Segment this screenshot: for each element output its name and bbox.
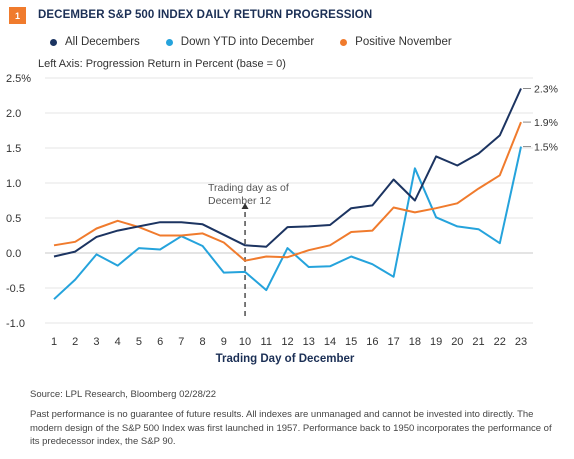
y-tick-label: 0.5 — [6, 213, 21, 225]
x-tick-label: 22 — [494, 336, 506, 348]
legend-label-down-ytd: Down YTD into December — [180, 36, 315, 48]
legend-marker-positive-november — [340, 38, 348, 46]
legend-item-positive-november: Positive November — [340, 36, 452, 48]
x-tick-label: 7 — [178, 336, 184, 348]
x-tick-label: 17 — [388, 336, 400, 348]
y-tick-label: -0.5 — [6, 283, 25, 295]
legend-item-all-decembers: All Decembers — [50, 36, 140, 48]
annotation-arrowhead — [241, 203, 249, 209]
x-tick-label: 11 — [261, 336, 272, 348]
x-tick-label: 10 — [239, 336, 251, 348]
x-tick-label: 15 — [345, 336, 357, 348]
chart-legend: All Decembers Down YTD into December Pos… — [50, 36, 478, 48]
x-tick-label: 2 — [72, 336, 78, 348]
legend-marker-down-ytd — [165, 38, 173, 46]
y-tick-label: -1.0 — [6, 318, 25, 330]
disclaimer-text: Past performance is no guarantee of futu… — [30, 409, 552, 447]
series-line-all-decembers — [53, 88, 522, 258]
x-tick-label: 20 — [451, 336, 463, 348]
x-tick-label: 12 — [281, 336, 293, 348]
x-tick-label: 19 — [430, 336, 442, 348]
x-tick-label: 6 — [157, 336, 163, 348]
x-tick-label: 14 — [324, 336, 336, 348]
series-line-down-ytd — [53, 146, 522, 300]
figure-number-badge: 1 — [9, 7, 26, 24]
line-chart: 2.5%2.01.51.00.50.0-0.5-1.01 2 3 4 5 6 7 8 9 10 11… — [6, 73, 558, 365]
x-tick-label: 13 — [303, 336, 315, 348]
y-axis-label: Left Axis: Progression Return in Percent… — [38, 58, 286, 70]
x-tick-label: 9 — [221, 336, 227, 348]
end-label-positive-november: 1.9% — [534, 117, 558, 129]
x-tick-label: 23 — [515, 336, 527, 348]
x-tick-label: 3 — [93, 336, 99, 348]
x-tick-label: 21 — [472, 336, 484, 348]
source-note: Source: LPL Research, Bloomberg 02/28/22 — [30, 389, 217, 400]
legend-label-all-decembers: All Decembers — [65, 36, 140, 48]
y-tick-label: 1.5 — [6, 143, 21, 155]
x-tick-label: 1 — [51, 336, 57, 348]
annotation-text-line1: Trading day as of — [208, 182, 289, 194]
legend-label-positive-november: Positive November — [355, 36, 452, 48]
y-tick-label: 2.0 — [6, 108, 21, 120]
series-line-positive-november — [53, 121, 522, 262]
y-tick-label: 2.5% — [6, 73, 31, 85]
y-tick-label: 0.0 — [6, 248, 21, 260]
annotation-text-line2: December 12 — [208, 195, 271, 207]
x-tick-label: 5 — [136, 336, 142, 348]
legend-item-down-ytd: Down YTD into December — [165, 36, 315, 48]
x-tick-label: 8 — [200, 336, 206, 348]
chart-title: DECEMBER S&P 500 INDEX DAILY RETURN PROG… — [38, 9, 373, 21]
end-label-down-ytd: 1.5% — [534, 142, 558, 154]
y-tick-label: 1.0 — [6, 178, 21, 190]
x-tick-label: 16 — [366, 336, 378, 348]
legend-marker-all-decembers — [50, 38, 57, 46]
end-label-all-decembers: 2.3% — [534, 84, 558, 96]
x-tick-label: 18 — [409, 336, 421, 348]
x-axis-label: Trading Day of December — [216, 353, 355, 365]
x-tick-label: 4 — [115, 336, 121, 348]
